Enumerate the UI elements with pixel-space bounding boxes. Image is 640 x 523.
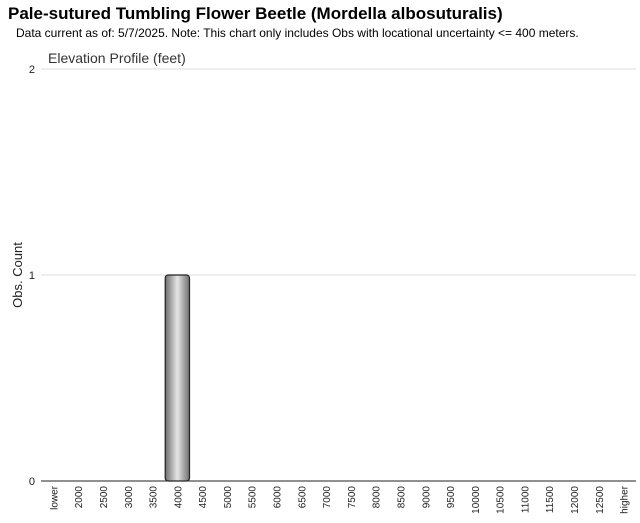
x-tick-label: 8000 — [372, 486, 383, 509]
axes: 0 1 2 lower 2000 2500 3000 3500 4000 4500 5000 5500… — [29, 64, 636, 514]
x-tick-label: 11000 — [520, 486, 531, 514]
x-tick-label: higher — [620, 485, 631, 513]
x-tick-label: 2000 — [74, 486, 85, 509]
x-tick-label: 5500 — [248, 486, 259, 509]
x-tick-label: 6500 — [297, 486, 308, 509]
x-tick-label: 10000 — [471, 486, 482, 514]
page-subtitle: Data current as of: 5/7/2025. Note: This… — [16, 26, 579, 40]
x-tick-label: 10500 — [496, 486, 507, 514]
x-tick-label: 6000 — [273, 486, 284, 509]
y-axis-label: Obs. Count — [10, 242, 25, 308]
x-tick-label: 7500 — [347, 486, 358, 509]
x-tick-label: 5000 — [223, 486, 234, 509]
chart-title: Elevation Profile (feet) — [48, 50, 186, 66]
x-tick-label: 12000 — [570, 486, 581, 514]
x-tick-label: 2500 — [99, 486, 110, 509]
y-tick-label: 0 — [29, 476, 35, 488]
x-tick-label: 9500 — [446, 486, 457, 509]
x-tick-label: 8500 — [396, 486, 407, 509]
x-tick-label: 7000 — [322, 486, 333, 509]
x-tick-label: 11500 — [545, 486, 556, 514]
x-tick-label: 9000 — [421, 486, 432, 509]
x-tick-label: lower — [49, 485, 60, 510]
grid-lines — [41, 68, 636, 276]
x-tick-label: 4000 — [173, 486, 184, 509]
bar — [164, 274, 191, 482]
x-tick-label: 3500 — [149, 486, 160, 509]
y-tick-label: 2 — [29, 64, 35, 76]
bars — [164, 274, 191, 482]
x-tick-label: 3000 — [124, 486, 135, 509]
x-tick-label: 4500 — [198, 486, 209, 509]
x-tick-label: 12500 — [595, 486, 606, 514]
y-tick-label: 1 — [29, 270, 35, 282]
page-title: Pale-sutured Tumbling Flower Beetle (Mor… — [8, 4, 503, 23]
